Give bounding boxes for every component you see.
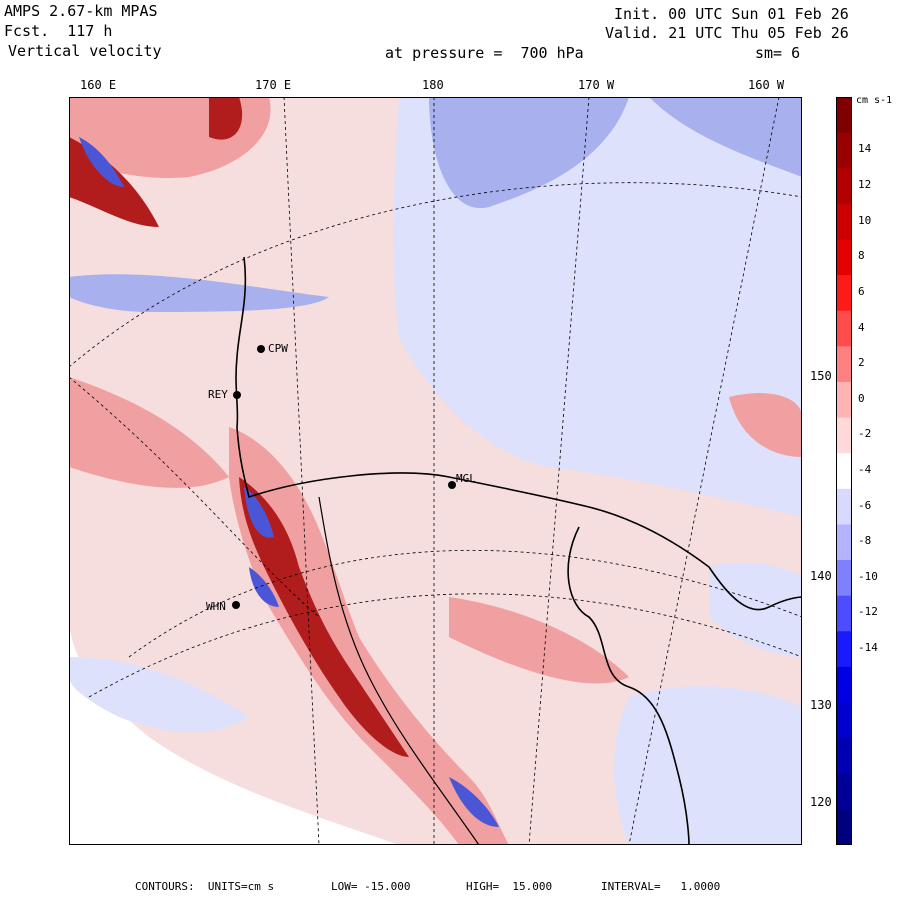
pressure-level: at pressure = 700 hPa [385,44,584,62]
colorbar-swatch [836,310,852,347]
strong-neg-ridge-1 [244,487,274,538]
vertical-velocity-map [69,97,802,845]
colorbar-swatch [836,773,852,810]
meridian-140w [88,593,802,698]
strong-neg-ridge-2 [249,567,279,607]
lon-label-160w: 160 W [748,78,785,92]
coastline [235,256,802,611]
strong-neg-northwest [79,137,124,187]
station-dot-mgl [448,481,456,489]
neg-region-top [429,97,629,209]
colorbar-tick-label: -10 [858,569,878,583]
colorbar-swatch [836,488,852,525]
lon-label-160e: 160 E [80,78,117,92]
init-time: Init. 00 UTC Sun 01 Feb 26 [614,5,849,23]
station-dot-rey [233,391,241,399]
neg-band-west [69,274,329,312]
footer-high: HIGH= 15.000 [466,880,553,893]
colorbar-swatch [836,666,852,704]
colorbar-swatch [836,809,852,845]
valid-time: Valid. 21 UTC Thu 05 Feb 26 [605,24,849,42]
neg-region-southeast [614,686,802,845]
strong-neg-ridge-3 [449,777,499,827]
meridian-170e [283,97,320,845]
colorbar-tick-label: 12 [858,178,872,192]
colorbar-tick-label: 4 [858,320,865,334]
colorbar-swatch [836,417,852,454]
colorbar-swatch [836,560,852,597]
station-label-mgl: MGL [456,472,476,485]
colorbar-swatch [836,346,852,383]
pos-patch-center [449,597,629,684]
transantarctic-front [318,496,480,845]
colorbar-tick-label: -8 [858,534,872,548]
colorbar-tick-label: 0 [858,391,865,405]
colorbar-tick-label: 10 [858,213,872,227]
station-dot-cpw [257,345,265,353]
colorbar-swatch [836,453,852,490]
colorbar-swatch [836,595,852,632]
neg-region-topright [649,97,802,177]
mountain-ridge-strong [239,477,409,757]
colorbar-swatch [836,275,852,312]
colorbar-swatch [836,524,852,561]
neg-region-southwest [69,657,249,732]
lon-label-170w: 170 W [578,78,615,92]
lon-label-180: 180 [422,78,444,92]
strong-pos-top [209,97,243,140]
colorbar-swatch [836,132,852,169]
colorbar-swatch [836,203,852,240]
colorbar-tick-label: -4 [858,463,872,476]
field-name: Vertical velocity [8,42,162,60]
colorbar-swatch [836,381,852,419]
colorbar-swatch [836,738,852,775]
model-title: AMPS 2.67-km MPAS [4,2,158,20]
lon-label-170e: 170 E [255,78,292,92]
colorbar-tick-label: -14 [858,641,878,655]
smoothing: sm= 6 [755,44,801,62]
colorbar-swatch [836,97,852,134]
colorbar-frame [836,97,852,845]
colorbar-tick-label: 14 [858,142,872,156]
colorbar-unit: cm s-1 [856,95,893,106]
colorbar-swatch [836,631,852,668]
station-label-cpw: CPW [268,342,288,355]
pos-patch-west [69,377,229,488]
colorbar-tick-label: -2 [858,427,872,441]
colorbar [836,97,852,845]
colorbar-tick-label: -12 [858,605,878,619]
colorbar-tick-label: 2 [858,356,865,370]
meridian-170w [528,97,590,845]
footer-contours: CONTOURS: UNITS=cm s [135,880,275,893]
colorbar-tick-label: 6 [858,284,865,298]
map-frame [69,97,802,845]
station-label-rey: REY [208,388,228,401]
mountain-ridge-moderate [229,427,509,845]
colorbar-swatch [836,702,852,739]
station-label-whn: WHN [206,600,226,613]
grounding-line [567,526,690,845]
colorbar-tick-label: 8 [858,249,865,263]
meridian-160w [628,97,780,845]
colorbar-swatch [836,239,852,276]
footer-interval: INTERVAL= 1.0000 [601,880,721,893]
pos-patch-east [729,393,802,457]
station-dot-whn [232,601,240,609]
footer-low: LOW= -15.000 [331,880,411,893]
graticule [69,97,802,845]
colorbar-tick-label: -6 [858,498,872,512]
forecast-hour: Fcst. 117 h [4,22,113,40]
parallel-2 [128,549,802,658]
colorbar-swatch [836,168,852,205]
